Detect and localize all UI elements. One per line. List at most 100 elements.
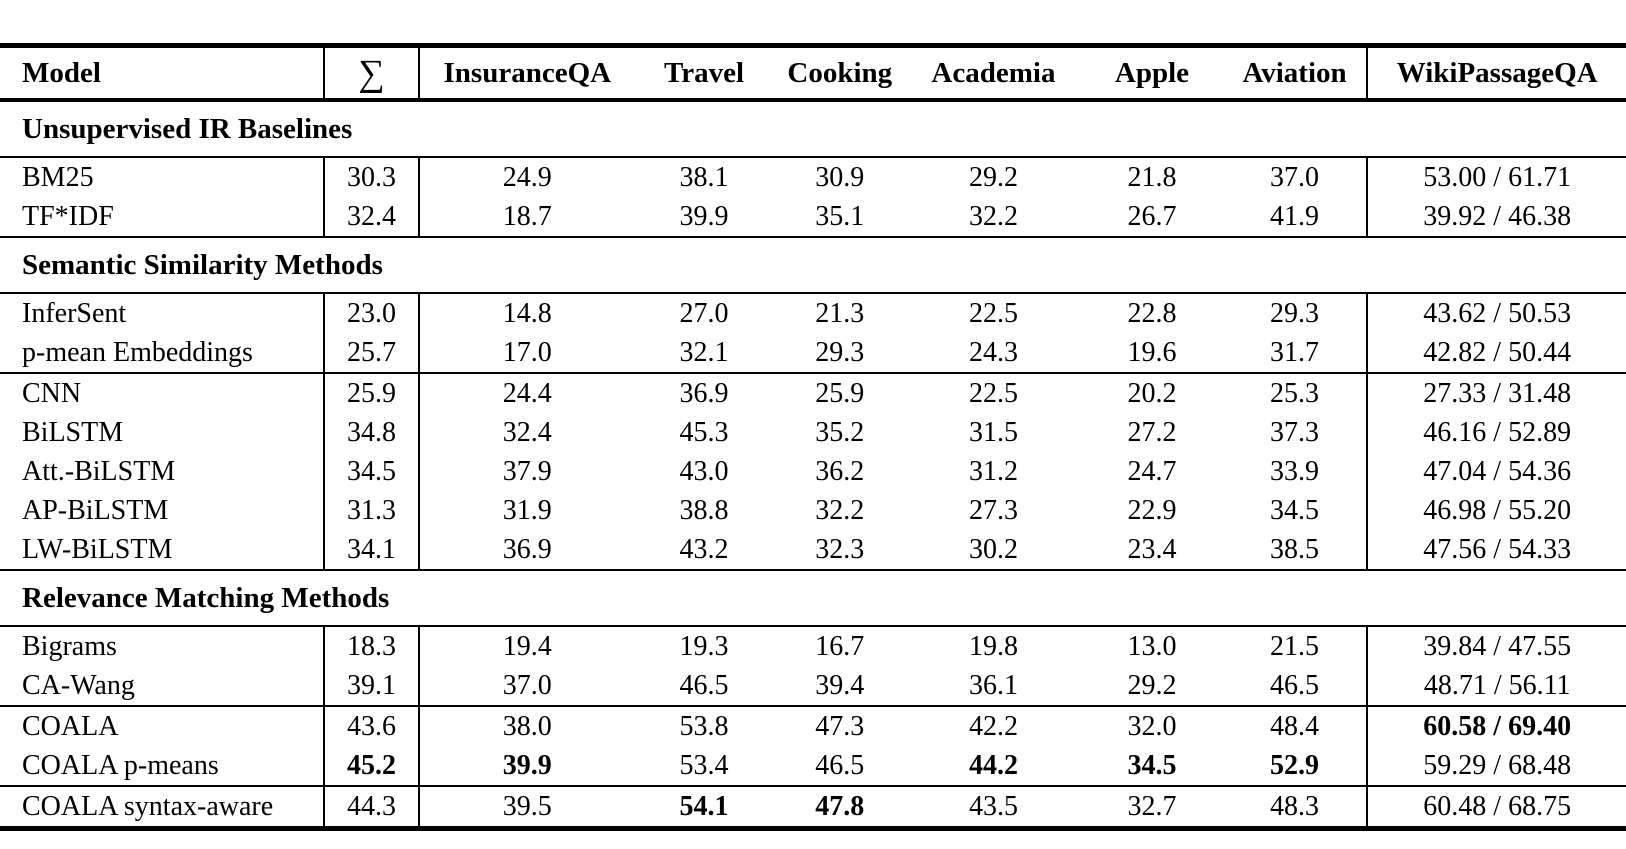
value-cell: 24.9 [502, 161, 552, 193]
value-cell: 25.3 [1270, 377, 1320, 409]
value-cell: 43.6 [322, 706, 421, 746]
value-cell: 31.3 [322, 491, 421, 530]
model-name: AP-BiLSTM [22, 494, 169, 526]
table-row: LW-BiLSTM 34.1 36.9 43.2 32.3 30.2 23.4 38.5 47.… [0, 530, 1626, 571]
section-header-row: Semantic Similarity Methods [0, 237, 1626, 294]
column-header-insuranceqa: InsuranceQA [419, 45, 635, 102]
value-cell: 18.7 [419, 197, 635, 238]
value-cell: 52.9 [1222, 746, 1368, 787]
model-name: p-mean Embeddings [0, 333, 324, 374]
value-cell: 25.7 [322, 333, 421, 374]
value-cell: 17.0 [419, 333, 635, 374]
value-cell: 32.7 [1081, 786, 1223, 830]
value-cell: 21.3 [815, 297, 865, 329]
value-cell: 19.4 [502, 630, 552, 662]
column-header-sum: ∑ [322, 45, 421, 102]
value-cell: 37.0 [1270, 161, 1320, 193]
model-name: TF*IDF [0, 197, 324, 238]
value-cell: 32.1 [634, 333, 774, 374]
table-row: COALA 43.6 38.0 53.8 47.3 42.2 32.0 48.4 60.58 /… [0, 706, 1626, 746]
model-name: BM25 [22, 161, 94, 193]
table-row: CNN 25.9 24.4 36.9 25.9 22.5 20.2 25.3 27.33 / 3… [0, 373, 1626, 413]
table-row: CA-Wang 39.1 37.0 46.5 39.4 36.1 29.2 46.5 48.71… [0, 666, 1626, 707]
value-cell: 34.5 [1270, 494, 1320, 526]
value-cell: 14.8 [502, 297, 552, 329]
value-cell: 13.0 [1127, 630, 1177, 662]
value-cell: 22.5 [968, 377, 1018, 409]
model-name: COALA syntax-aware [0, 786, 324, 830]
model-name: Bigrams [22, 630, 117, 662]
value-cell: 26.7 [1081, 197, 1223, 238]
model-name: COALA p-means [0, 746, 324, 787]
value-cell: 59.29 / 68.48 [1366, 746, 1626, 787]
value-cell: 39.4 [773, 666, 906, 707]
value-cell: 39.9 [419, 746, 635, 787]
value-cell: 37.0 [419, 666, 635, 707]
value-cell: 39.84 / 47.55 [1366, 626, 1626, 666]
column-header-travel: Travel [634, 45, 774, 102]
model-name: BiLSTM [22, 416, 124, 448]
value-cell: 34.5 [322, 452, 421, 491]
value-cell: 39.1 [322, 666, 421, 707]
column-header-cooking: Cooking [773, 45, 906, 102]
value-cell: 47.3 [815, 710, 865, 742]
value-cell: 27.2 [1127, 416, 1177, 448]
section-header-row: Unsupervised IR Baselines [0, 100, 1626, 158]
value-cell: 43.2 [634, 530, 774, 571]
value-cell: 27.3 [968, 494, 1018, 526]
value-cell: 25.9 [815, 377, 865, 409]
value-cell: 19.3 [679, 630, 729, 662]
table-row: COALA syntax-aware 44.3 39.5 54.1 47.8 43.5 32… [0, 786, 1626, 830]
value-cell: 32.3 [773, 530, 906, 571]
value-cell: 44.3 [322, 786, 421, 830]
value-cell: 32.4 [322, 197, 421, 238]
table-row: InferSent 23.0 14.8 27.0 21.3 22.5 22.8 29.3 43.… [0, 293, 1626, 333]
value-cell: 39.9 [634, 197, 774, 238]
value-cell: 29.3 [773, 333, 906, 374]
value-cell: 23.4 [1081, 530, 1223, 571]
value-cell: 25.9 [322, 373, 421, 413]
table-row: Att.-BiLSTM 34.5 37.9 43.0 36.2 31.2 24.7 33.9 4… [0, 452, 1626, 491]
table-header: Model ∑ InsuranceQA Travel Cooking Acade… [0, 45, 1626, 102]
value-cell: 43.5 [905, 786, 1082, 830]
value-cell: 39.5 [419, 786, 635, 830]
value-cell: 54.1 [634, 786, 774, 830]
value-cell: 21.8 [1127, 161, 1177, 193]
model-name: COALA [22, 710, 119, 742]
value-cell: 53.00 / 61.71 [1366, 157, 1626, 197]
value-cell: 43.0 [679, 455, 729, 487]
value-cell: 30.3 [322, 157, 421, 197]
value-cell: 37.3 [1270, 416, 1320, 448]
model-name: CNN [22, 377, 82, 409]
value-cell: 45.3 [679, 416, 729, 448]
value-cell: 38.5 [1222, 530, 1368, 571]
value-cell: 27.33 / 31.48 [1366, 373, 1626, 413]
value-cell: 30.2 [905, 530, 1082, 571]
value-cell: 41.9 [1222, 197, 1368, 238]
value-cell: 34.1 [322, 530, 421, 571]
model-name: LW-BiLSTM [0, 530, 324, 571]
value-cell: 36.9 [679, 377, 729, 409]
value-cell: 22.8 [1127, 297, 1177, 329]
value-cell: 43.62 / 50.53 [1366, 293, 1626, 333]
value-cell: 32.2 [905, 197, 1082, 238]
value-cell: 36.1 [905, 666, 1082, 707]
value-cell: 42.82 / 50.44 [1366, 333, 1626, 374]
value-cell: 38.0 [502, 710, 552, 742]
value-cell: 60.58 / 69.40 [1366, 706, 1626, 746]
value-cell: 45.2 [322, 746, 421, 787]
value-cell: 32.4 [502, 416, 552, 448]
value-cell: 24.4 [502, 377, 552, 409]
value-cell: 31.2 [968, 455, 1018, 487]
table-row: COALA p-means 45.2 39.9 53.4 46.5 44.2 34.5 52.… [0, 746, 1626, 787]
table-row: p-mean Embeddings 25.7 17.0 32.1 29.3 24.3 19.… [0, 333, 1626, 374]
value-cell: 48.4 [1270, 710, 1320, 742]
model-name: InferSent [22, 297, 127, 329]
column-header-apple: Apple [1081, 45, 1223, 102]
column-header-model: Model [0, 45, 324, 102]
value-cell: 47.04 / 54.36 [1366, 452, 1626, 491]
table-row: BM25 30.3 24.9 38.1 30.9 29.2 21.8 37.0 53.00 / … [0, 157, 1626, 197]
value-cell: 33.9 [1270, 455, 1320, 487]
value-cell: 44.2 [905, 746, 1082, 787]
